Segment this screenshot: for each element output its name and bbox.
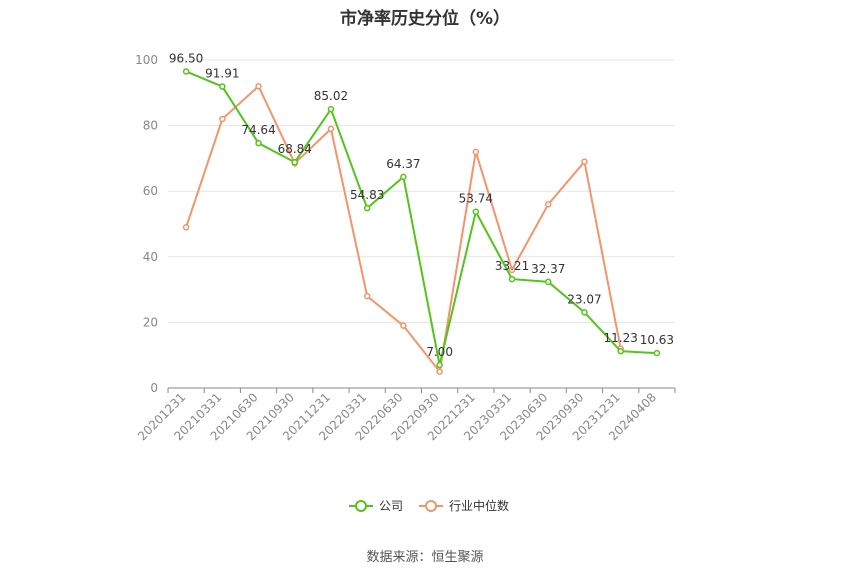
data-point bbox=[400, 322, 407, 329]
data-label: 7.00 bbox=[426, 345, 453, 359]
series-line bbox=[185, 70, 657, 366]
series-company bbox=[182, 68, 661, 369]
data-point bbox=[219, 115, 226, 123]
data-label: 32.37 bbox=[531, 262, 565, 276]
data-point bbox=[182, 224, 190, 231]
data-label: 85.02 bbox=[314, 89, 348, 103]
data-label: 96.50 bbox=[169, 51, 203, 65]
data-point bbox=[327, 125, 335, 133]
data-label: 11.23 bbox=[603, 331, 637, 345]
data-label: 74.64 bbox=[241, 123, 275, 137]
data-point bbox=[472, 208, 480, 215]
data-point bbox=[545, 201, 552, 208]
data-point bbox=[508, 266, 516, 274]
data-point bbox=[400, 173, 407, 181]
chart-title: 市净率历史分位（%） bbox=[339, 9, 511, 29]
y-tick-label: 60 bbox=[143, 184, 158, 198]
data-label: 68.84 bbox=[278, 142, 312, 156]
y-tick-label: 40 bbox=[143, 250, 158, 264]
data-point bbox=[581, 158, 588, 165]
data-point bbox=[617, 347, 624, 355]
data-point bbox=[436, 361, 443, 369]
data-label: 23.07 bbox=[567, 292, 601, 306]
data-point bbox=[255, 82, 262, 90]
legend: 公司 行业中位数 bbox=[349, 498, 509, 513]
data-point bbox=[291, 158, 298, 166]
data-label: 54.83 bbox=[350, 188, 384, 202]
y-tick-label: 0 bbox=[150, 381, 158, 395]
data-point bbox=[219, 83, 226, 90]
data-point bbox=[545, 278, 552, 286]
y-tick-label: 100 bbox=[135, 53, 158, 67]
data-point bbox=[363, 204, 371, 212]
data-point bbox=[581, 309, 588, 316]
data-point bbox=[363, 292, 371, 300]
data-label: 53.74 bbox=[459, 192, 493, 206]
data-point bbox=[508, 275, 516, 283]
data-label: 33.21 bbox=[495, 259, 529, 273]
y-tick-label: 20 bbox=[143, 315, 158, 329]
data-point bbox=[327, 105, 335, 113]
data-label: 91.91 bbox=[205, 67, 239, 81]
data-point bbox=[182, 68, 190, 75]
data-label: 64.37 bbox=[386, 157, 420, 171]
legend-label: 行业中位数 bbox=[449, 498, 509, 513]
legend-marker bbox=[425, 500, 437, 512]
legend-label: 公司 bbox=[379, 499, 403, 513]
legend-marker bbox=[355, 500, 367, 512]
data-point bbox=[653, 349, 661, 357]
data-label: 10.63 bbox=[640, 333, 674, 347]
data-point bbox=[436, 368, 443, 375]
data-point bbox=[472, 148, 480, 156]
chart-source: 数据来源：恒生聚源 bbox=[366, 550, 484, 565]
y-tick-label: 80 bbox=[143, 119, 158, 133]
legend-item: 行业中位数 bbox=[419, 498, 509, 513]
data-point bbox=[255, 139, 262, 147]
legend-item: 公司 bbox=[349, 499, 403, 513]
